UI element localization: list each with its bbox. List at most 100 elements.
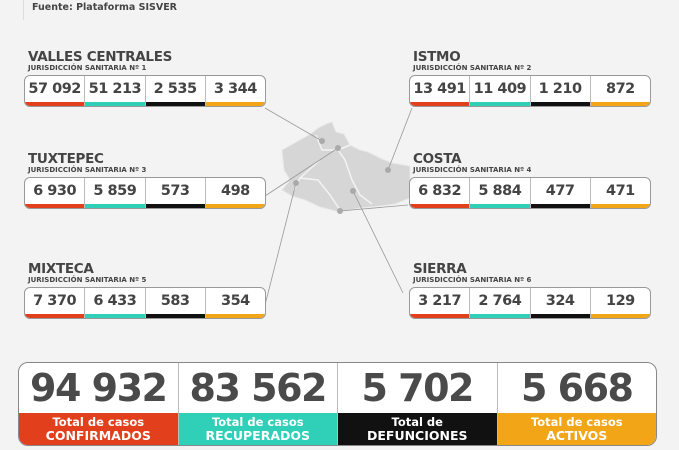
stat-cell: 583 [145, 288, 206, 318]
stat-value: 573 [160, 183, 190, 199]
region-valles-centrales: VALLES CENTRALES JURISDICCIÓN SANITARIA … [24, 50, 266, 107]
stat-color-bar [590, 102, 650, 106]
stat-color-bar [85, 314, 145, 318]
stat-color-bar [590, 314, 650, 318]
stat-color-bar [470, 102, 530, 106]
jurisdiction-label: JURISDICCIÓN SANITARIA Nº 2 [413, 64, 532, 72]
stat-value: 5 859 [93, 183, 137, 199]
jurisdiction-label: JURISDICCIÓN SANITARIA Nº 4 [413, 166, 532, 174]
region-stats: 6 930 5 859 573 498 [24, 177, 266, 209]
map-markers [293, 138, 391, 214]
stat-cell: 872 [590, 76, 650, 106]
region-name: MIXTECA [28, 261, 94, 277]
stat-color-bar [530, 204, 590, 208]
stat-value: 583 [160, 293, 190, 309]
stat-value: 477 [545, 183, 575, 199]
total-label: Total de DEFUNCIONES [338, 413, 497, 445]
stat-color-bar [145, 102, 205, 106]
stat-value: 2 535 [153, 81, 197, 97]
stat-cell: 5 884 [470, 178, 531, 208]
total-deaths: 5 702 Total de DEFUNCIONES [338, 363, 498, 445]
stat-cell: 5 859 [85, 178, 146, 208]
region-stats: 13 491 11 409 1 210 872 [409, 75, 651, 107]
divider [23, 0, 24, 20]
region-name: SIERRA [413, 261, 467, 277]
stat-color-bar [470, 204, 530, 208]
stat-color-bar [85, 204, 145, 208]
label-line2: ACTIVOS [546, 428, 608, 443]
stat-color-bar [530, 102, 590, 106]
stat-value: 2 764 [478, 293, 522, 309]
stat-value: 471 [605, 183, 635, 199]
source-text: Fuente: Plataforma SISVER [32, 2, 177, 13]
jurisdiction-label: JURISDICCIÓN SANITARIA Nº 6 [413, 276, 532, 284]
stat-value: 13 491 [413, 81, 466, 97]
label-line1: Total de [391, 415, 443, 429]
label-line1: Total de casos [530, 415, 623, 429]
stat-cell: 11 409 [470, 76, 531, 106]
region-name: COSTA [413, 151, 462, 167]
stat-cell: 1 210 [530, 76, 591, 106]
stat-value: 129 [605, 293, 635, 309]
stat-value: 6 433 [93, 293, 137, 309]
total-label: Total de casos RECUPERADOS [178, 413, 337, 445]
region-sierra: SIERRA JURISDICCIÓN SANITARIA Nº 6 3 217 2… [409, 262, 651, 319]
label-line2: DEFUNCIONES [366, 428, 468, 443]
region-stats: 6 832 5 884 477 471 [409, 177, 651, 209]
total-value: 83 562 [189, 366, 328, 410]
region-istmo: ISTMO JURISDICCIÓN SANITARIA Nº 2 13 491 1… [409, 50, 651, 107]
total-confirmed: 94 932 Total de casos CONFIRMADOS [19, 363, 179, 445]
stat-cell: 2 764 [470, 288, 531, 318]
stat-color-bar [205, 102, 265, 106]
stat-cell: 129 [590, 288, 650, 318]
stat-value: 51 213 [88, 81, 142, 97]
stat-color-bar [410, 314, 470, 318]
stat-color-bar [145, 204, 205, 208]
stat-cell: 471 [590, 178, 650, 208]
stat-cell: 498 [205, 178, 265, 208]
leader-lines [264, 107, 413, 306]
stat-color-bar [590, 204, 650, 208]
region-stats: 3 217 2 764 324 129 [409, 287, 651, 319]
stat-cell: 57 092 [25, 76, 86, 106]
stat-color-bar [25, 102, 85, 106]
stat-cell: 51 213 [85, 76, 146, 106]
stat-value: 354 [220, 293, 250, 309]
total-active: 5 668 Total de casos ACTIVOS [497, 363, 656, 445]
stat-value: 498 [220, 183, 250, 199]
stat-value: 57 092 [28, 81, 81, 97]
stat-color-bar [25, 204, 85, 208]
stat-color-bar [205, 204, 265, 208]
label-line1: Total de casos [211, 415, 304, 429]
total-value: 94 932 [30, 366, 168, 410]
stat-color-bar [85, 102, 145, 106]
region-costa: COSTA JURISDICCIÓN SANITARIA Nº 4 6 832 5 … [409, 152, 651, 209]
total-recovered: 83 562 Total de casos RECUPERADOS [178, 363, 338, 445]
region-name: ISTMO [413, 49, 461, 65]
total-label: Total de casos ACTIVOS [497, 413, 656, 445]
label-line2: CONFIRMADOS [45, 428, 151, 443]
label-line2: RECUPERADOS [205, 428, 311, 443]
stat-value: 1 210 [538, 81, 582, 97]
region-name: TUXTEPEC [28, 151, 104, 167]
stat-cell: 477 [530, 178, 591, 208]
stat-cell: 324 [530, 288, 591, 318]
total-value: 5 702 [361, 366, 475, 410]
jurisdiction-label: JURISDICCIÓN SANITARIA Nº 1 [28, 64, 147, 72]
stat-value: 5 884 [478, 183, 522, 199]
stat-cell: 13 491 [410, 76, 471, 106]
region-stats: 7 370 6 433 583 354 [24, 287, 266, 319]
stat-cell: 2 535 [145, 76, 206, 106]
stat-cell: 3 344 [205, 76, 265, 106]
region-borders [293, 134, 373, 211]
stat-color-bar [410, 102, 470, 106]
stat-color-bar [145, 314, 205, 318]
stat-cell: 573 [145, 178, 206, 208]
label-line1: Total de casos [52, 415, 145, 429]
stat-value: 3 344 [213, 81, 257, 97]
stat-value: 324 [545, 293, 575, 309]
region-name: VALLES CENTRALES [28, 49, 173, 65]
stat-cell: 7 370 [25, 288, 86, 318]
stat-cell: 3 217 [410, 288, 471, 318]
stat-cell: 6 832 [410, 178, 471, 208]
